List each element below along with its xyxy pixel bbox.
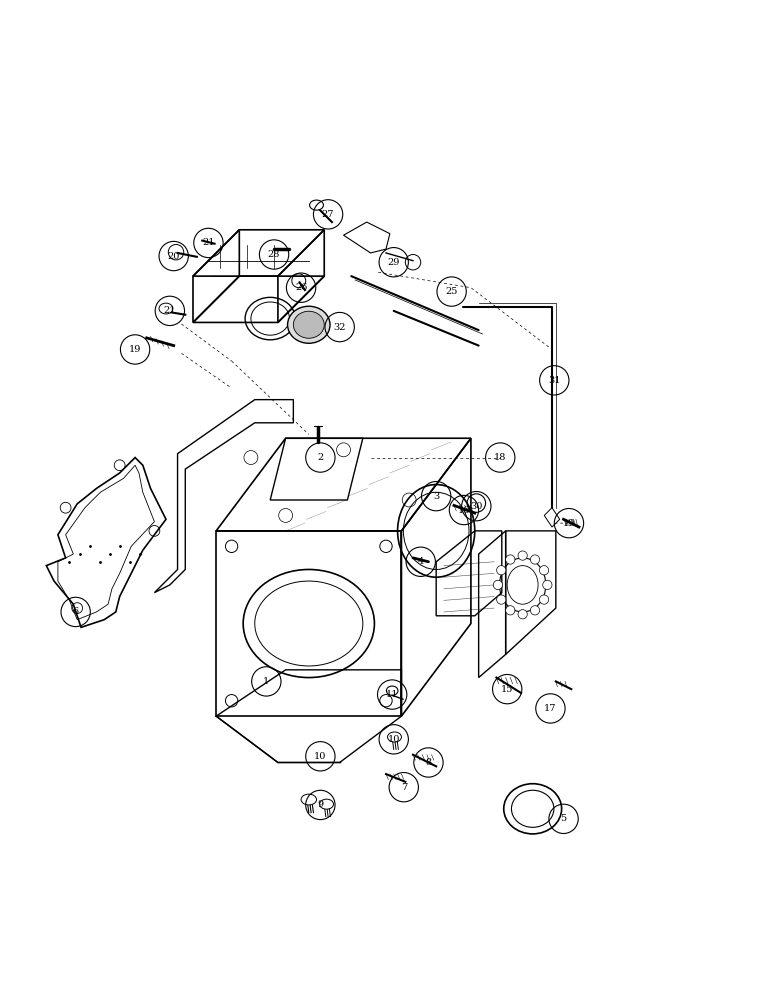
Text: 21: 21 xyxy=(202,238,215,247)
Text: 1: 1 xyxy=(263,677,269,686)
Circle shape xyxy=(493,580,503,590)
Text: 28: 28 xyxy=(268,250,280,259)
Ellipse shape xyxy=(159,303,173,314)
Circle shape xyxy=(540,566,549,575)
Text: 16: 16 xyxy=(458,506,470,515)
Ellipse shape xyxy=(287,306,330,343)
Circle shape xyxy=(530,555,540,564)
Circle shape xyxy=(540,595,549,604)
Circle shape xyxy=(496,595,506,604)
Text: 7: 7 xyxy=(401,783,407,792)
Ellipse shape xyxy=(293,311,324,338)
Text: 10: 10 xyxy=(388,735,400,744)
Text: 17: 17 xyxy=(544,704,557,713)
Text: 4: 4 xyxy=(418,557,424,566)
Text: 10: 10 xyxy=(314,752,327,761)
Text: 15: 15 xyxy=(501,685,513,694)
Ellipse shape xyxy=(310,200,323,210)
Circle shape xyxy=(506,555,515,564)
Text: 20: 20 xyxy=(168,252,180,261)
Text: 27: 27 xyxy=(322,210,334,219)
Text: 6: 6 xyxy=(73,607,79,616)
Ellipse shape xyxy=(388,732,401,742)
Text: 25: 25 xyxy=(445,287,458,296)
Polygon shape xyxy=(544,508,560,527)
Circle shape xyxy=(530,606,540,615)
Text: 9: 9 xyxy=(317,800,323,809)
Text: 21: 21 xyxy=(164,306,176,315)
Ellipse shape xyxy=(301,794,317,805)
Ellipse shape xyxy=(320,799,334,809)
Text: 8: 8 xyxy=(425,758,432,767)
Text: 2: 2 xyxy=(317,453,323,462)
Circle shape xyxy=(518,551,527,560)
Text: 18: 18 xyxy=(494,453,506,462)
Circle shape xyxy=(496,566,506,575)
Circle shape xyxy=(506,606,515,615)
Text: 5: 5 xyxy=(560,814,567,823)
Circle shape xyxy=(543,580,552,590)
Text: 29: 29 xyxy=(388,258,400,267)
Text: 19: 19 xyxy=(129,345,141,354)
Text: 19: 19 xyxy=(563,519,575,528)
Text: 31: 31 xyxy=(548,376,560,385)
Text: 32: 32 xyxy=(334,323,346,332)
Text: 11: 11 xyxy=(386,690,398,699)
Text: 26: 26 xyxy=(295,283,307,292)
Text: 30: 30 xyxy=(470,502,482,511)
Circle shape xyxy=(518,610,527,619)
Text: 3: 3 xyxy=(433,492,439,501)
